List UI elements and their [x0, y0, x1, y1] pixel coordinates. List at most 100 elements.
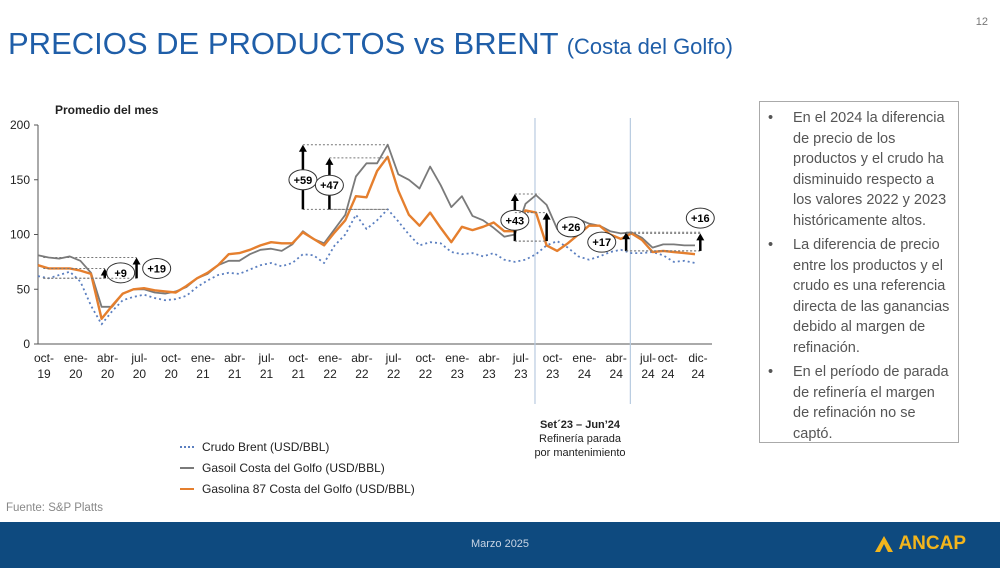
- x-tick-label: 21: [196, 367, 210, 381]
- logo-text: ANCAP: [898, 533, 966, 554]
- x-tick-label: abr-: [351, 351, 372, 365]
- bullet-text: En el 2024 la diferencia de precio de lo…: [793, 110, 947, 229]
- x-tick-label: jul-: [258, 351, 275, 365]
- legend-swatch: [180, 487, 194, 490]
- maintenance-note: Set´23 – Jun’24 Refinería parada por man…: [515, 418, 645, 460]
- spread-label: +17: [592, 237, 611, 249]
- series-line-gasolina: [37, 155, 696, 320]
- x-tick-label: 20: [164, 367, 178, 381]
- y-tick-label: 50: [17, 282, 31, 296]
- x-tick-label: 23: [514, 367, 528, 381]
- ancap-logo: ANCAP: [875, 533, 966, 555]
- x-tick-label: oct-: [543, 351, 563, 365]
- arrow-head-icon: [622, 232, 631, 240]
- x-tick-label: 22: [323, 367, 337, 381]
- bullet-item: • En el 2024 la diferencia de precio de l…: [764, 108, 952, 231]
- x-tick-label: ene-: [572, 351, 596, 365]
- x-tick-label: ene-: [318, 351, 342, 365]
- bullet-marker: •: [768, 110, 774, 126]
- arrow-head-icon: [696, 233, 705, 241]
- legend-swatch: [180, 445, 194, 448]
- note-line: Refinería parada: [539, 433, 621, 445]
- bullet-marker: •: [768, 364, 774, 380]
- title-subtitle: (Costa del Golfo): [566, 34, 733, 59]
- x-tick-label: 24: [661, 367, 675, 381]
- series-line-gasoil: [37, 143, 695, 308]
- x-tick-label: abr-: [606, 351, 627, 365]
- spread-label-bubble: [685, 207, 715, 229]
- x-tick-label: ene-: [445, 351, 469, 365]
- series-line-brent: [37, 208, 696, 326]
- x-tick-label: oct-: [658, 351, 678, 365]
- arrow-head-icon: [325, 157, 334, 165]
- chart-legend: Crudo Brent (USD/BBL) Gasoil Costa del G…: [180, 436, 415, 499]
- y-tick-label: 0: [23, 337, 30, 351]
- bullet-text: En el período de parada de refinería el …: [793, 364, 949, 442]
- x-tick-label: 24: [691, 367, 705, 381]
- price-chart: Promedio del mes 0 50 100 150 200 oct- 19 ene- 20…: [10, 103, 715, 404]
- legend-swatch: [180, 466, 194, 469]
- y-tick-label: 200: [10, 118, 30, 132]
- arrow-head-icon: [510, 193, 519, 201]
- bullet-item: • La diferencia de precio entre los produ…: [764, 235, 952, 358]
- note-line: por mantenimiento: [534, 447, 626, 459]
- x-tick-label: 20: [133, 367, 147, 381]
- x-tick-label: abr-: [478, 351, 499, 365]
- x-tick-label: 24: [641, 367, 655, 381]
- legend-label: Gasoil Costa del Golfo (USD/BBL): [202, 460, 385, 475]
- x-tick-label: 22: [419, 367, 433, 381]
- legend-label: Gasolina 87 Costa del Golfo (USD/BBL): [202, 481, 415, 496]
- x-tick-label: 21: [260, 367, 274, 381]
- x-tick-label: 21: [292, 367, 306, 381]
- x-tick-label: dic-: [688, 351, 707, 365]
- legend-brent: Crudo Brent (USD/BBL): [180, 436, 415, 457]
- arrow-head-icon: [298, 144, 307, 152]
- spread-label-bubble: [556, 216, 586, 238]
- title-main: PRECIOS DE PRODUCTOS vs BRENT: [8, 26, 559, 61]
- spread-label: +16: [691, 213, 710, 225]
- legend-gasoil: Gasoil Costa del Golfo (USD/BBL): [180, 457, 415, 478]
- x-tick-label: 22: [387, 367, 401, 381]
- spread-label-bubble: [587, 231, 617, 253]
- x-tick-label: oct-: [415, 351, 435, 365]
- x-tick-label: 22: [355, 367, 369, 381]
- y-tick-label: 100: [10, 228, 30, 242]
- page-number: 12: [975, 16, 988, 28]
- x-tick-label: oct-: [161, 351, 181, 365]
- x-tick-label: 20: [101, 367, 115, 381]
- x-tick-label: jul-: [385, 351, 402, 365]
- x-tick-label: ene-: [191, 351, 215, 365]
- spread-label: +43: [506, 215, 525, 227]
- source-note: Fuente: S&P Platts: [6, 502, 103, 514]
- x-tick-label: 24: [578, 367, 592, 381]
- arrow-head-icon: [132, 257, 141, 265]
- footer-date: Marzo 2025: [470, 538, 530, 550]
- bullet-marker: •: [768, 237, 774, 253]
- note-period: Set´23 – Jun’24: [539, 419, 621, 431]
- x-tick-label: oct-: [288, 351, 308, 365]
- x-tick-label: 23: [451, 367, 465, 381]
- spread-label: +47: [320, 180, 339, 192]
- x-tick-label: 23: [482, 367, 496, 381]
- page-title: PRECIOS DE PRODUCTOS vs BRENT (Costa del…: [8, 26, 733, 62]
- x-tick-label: jul-: [130, 351, 147, 365]
- x-tick-label: oct-: [34, 351, 54, 365]
- x-tick-label: ene-: [64, 351, 88, 365]
- x-tick-label: 19: [37, 367, 51, 381]
- x-tick-label: abr-: [97, 351, 118, 365]
- spread-label: +59: [294, 175, 313, 187]
- legend-gasolina: Gasolina 87 Costa del Golfo (USD/BBL): [180, 478, 415, 499]
- spread-label-bubble: [142, 257, 172, 279]
- y-tick-label: 150: [10, 173, 30, 187]
- spread-label-bubble: [500, 209, 530, 231]
- logo-chevron-icon: [875, 536, 894, 552]
- bullet-item: • En el período de parada de refinería el…: [764, 362, 952, 444]
- bullet-text: La diferencia de precio entre los produc…: [793, 237, 950, 356]
- legend-label: Crudo Brent (USD/BBL): [202, 439, 330, 454]
- x-tick-label: jul-: [639, 351, 656, 365]
- x-tick-label: abr-: [224, 351, 245, 365]
- x-tick-label: 24: [610, 367, 624, 381]
- spread-label: +26: [562, 222, 581, 234]
- spread-label-bubble: [314, 174, 344, 196]
- x-tick-label: 20: [69, 367, 83, 381]
